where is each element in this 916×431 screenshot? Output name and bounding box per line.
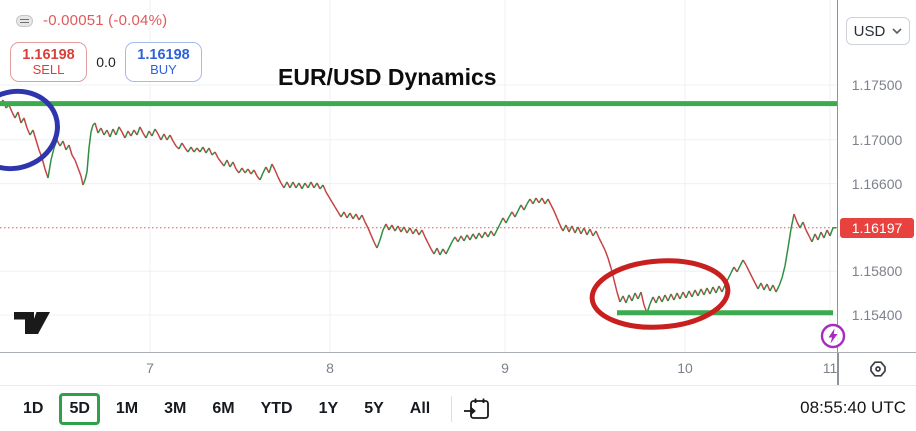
- price-change-text: -0.00051 (-0.04%): [43, 12, 168, 29]
- range-button-3M[interactable]: 3M: [164, 399, 187, 417]
- range-button-All[interactable]: All: [409, 399, 431, 417]
- chevron-down-icon: [892, 28, 902, 34]
- chart-title: EUR/USD Dynamics: [278, 64, 497, 90]
- time-axis[interactable]: 7 8 9 10 11: [0, 352, 916, 386]
- time-axis-label: 11: [822, 360, 837, 376]
- price-axis-label: 1.16600: [851, 175, 903, 192]
- blue-ellipse-annotation: [0, 88, 60, 172]
- sell-price: 1.16198: [22, 46, 75, 63]
- currency-selector[interactable]: USD: [846, 17, 910, 45]
- buy-price: 1.16198: [137, 46, 190, 63]
- range-button-1Y[interactable]: 1Y: [318, 399, 339, 417]
- price-axis-label: 1.15400: [851, 306, 903, 323]
- last-price-badge: 1.16197: [840, 217, 914, 238]
- sell-label: SELL: [32, 61, 65, 77]
- price-axis-label: 1.17500: [851, 76, 903, 93]
- price-axis-label: 1.15800: [851, 263, 903, 280]
- currency-selector-value: USD: [853, 22, 886, 40]
- calendar-icon: [464, 398, 490, 419]
- sell-button[interactable]: 1.16198 SELL: [10, 42, 87, 82]
- range-button-1D[interactable]: 1D: [23, 399, 44, 417]
- go-to-date-button[interactable]: [462, 394, 492, 424]
- quote-panel: 1.16198 SELL 0.0 1.16198 BUY: [10, 42, 202, 82]
- price-axis[interactable]: USD 1.17500 1.17000 1.16600 1.15800 1.15400 …: [837, 0, 916, 352]
- price-chart-plot: [0, 0, 837, 352]
- range-button-5D[interactable]: 5D: [59, 392, 100, 425]
- timeframe-toolbar: 1D 5D 1M 3M 6M YTD 1Y 5Y All 08:55:40 UTC: [0, 385, 916, 431]
- time-axis-label: 10: [677, 360, 693, 376]
- spread-value: 0.0: [96, 54, 116, 70]
- price-axis-label: 1.17000: [851, 131, 903, 148]
- utc-clock: 08:55:40 UTC: [800, 398, 906, 417]
- red-ellipse-annotation: [589, 258, 731, 330]
- quote-toggle-icon[interactable]: [16, 15, 33, 27]
- tradingview-logo-icon[interactable]: [14, 308, 50, 336]
- range-button-6M[interactable]: 6M: [212, 399, 235, 417]
- time-axis-label: 9: [501, 360, 509, 376]
- buy-button[interactable]: 1.16198 BUY: [125, 42, 202, 82]
- range-button-1M[interactable]: 1M: [115, 399, 139, 417]
- range-button-5Y[interactable]: 5Y: [364, 399, 384, 417]
- range-button-YTD[interactable]: YTD: [260, 399, 293, 417]
- flash-lightning-icon[interactable]: [819, 322, 847, 350]
- time-axis-label: 7: [146, 360, 154, 376]
- axis-corner-divider: [837, 353, 839, 386]
- settings-gear-icon[interactable]: [866, 357, 890, 381]
- chart-area[interactable]: -0.00051 (-0.04%) 1.16198 SELL 0.0 1.161…: [0, 0, 837, 352]
- buy-label: BUY: [150, 61, 177, 77]
- time-axis-label: 8: [326, 360, 334, 376]
- toolbar-divider: [451, 395, 453, 422]
